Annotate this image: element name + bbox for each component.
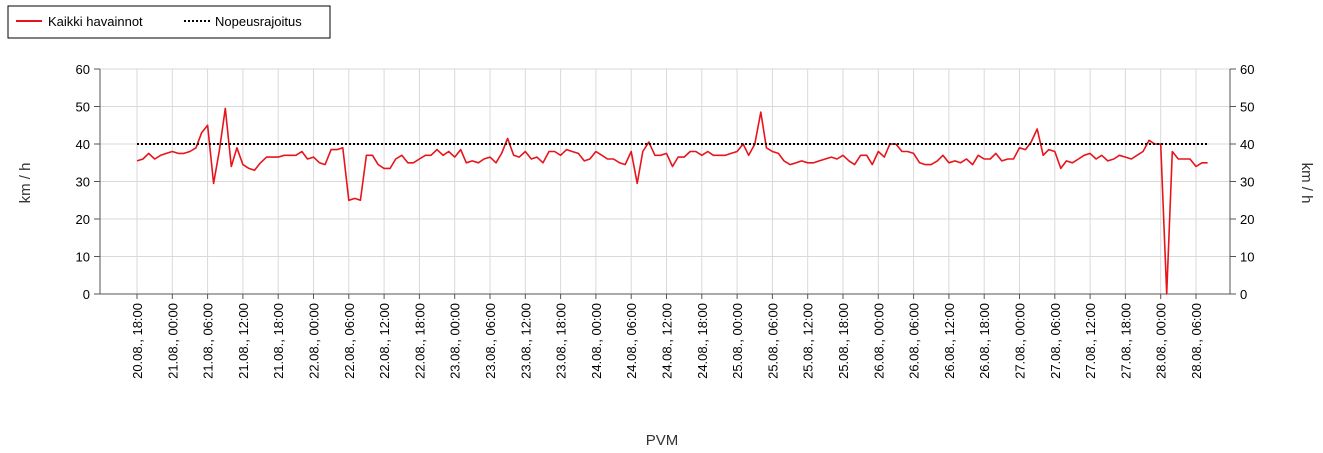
y-tick-label-right: 60 (1240, 62, 1254, 77)
x-tick-label: 26.08., 00:00 (871, 303, 886, 379)
x-tick-label: 23.08., 12:00 (518, 303, 533, 379)
x-tick-label: 22.08., 06:00 (342, 303, 357, 379)
y-tick-label-right: 0 (1240, 287, 1247, 302)
legend-box (7, 5, 331, 39)
x-tick-label: 24.08., 12:00 (660, 303, 675, 379)
x-tick-label: 27.08., 18:00 (1118, 303, 1133, 379)
x-tick-label: 26.08., 12:00 (942, 303, 957, 379)
series-line-all-observations (136, 107, 1208, 295)
gridlines (100, 68, 1230, 295)
x-tick-label: 22.08., 18:00 (412, 303, 427, 379)
y-tick-label-right: 50 (1240, 100, 1254, 115)
x-tick-label: 25.08., 18:00 (836, 303, 851, 379)
x-tick-label: 26.08., 18:00 (977, 303, 992, 379)
y-tick-label-left: 20 (76, 212, 90, 227)
x-tick-label: 28.08., 06:00 (1189, 303, 1204, 379)
x-tick-label: 26.08., 06:00 (907, 303, 922, 379)
axes (94, 68, 1236, 299)
x-tick-label: 23.08., 06:00 (483, 303, 498, 379)
y-tick-label-left: 0 (83, 287, 90, 302)
y-tick-labels: 0 0 10 10 20 20 30 30 40 40 50 50 60 60 (76, 62, 1255, 302)
x-tick-label: 27.08., 06:00 (1048, 303, 1063, 379)
y-axis-title-right: km / h (1298, 163, 1315, 204)
x-tick-label: 25.08., 12:00 (801, 303, 816, 379)
x-tick-label: 20.08., 18:00 (130, 303, 145, 379)
y-tick-label-right: 20 (1240, 212, 1254, 227)
y-tick-label-left: 60 (76, 62, 90, 77)
y-tick-label-right: 10 (1240, 250, 1254, 265)
y-tick-label-left: 10 (76, 250, 90, 265)
legend-label-all-observations: Kaikki havainnot (48, 14, 143, 29)
x-tick-label: 21.08., 06:00 (201, 303, 216, 379)
y-tick-label-left: 30 (76, 175, 90, 190)
x-tick-label: 23.08., 18:00 (554, 303, 569, 379)
x-tick-label: 24.08., 18:00 (695, 303, 710, 379)
x-tick-label: 23.08., 00:00 (448, 303, 463, 379)
y-axis-title-left: km / h (17, 163, 34, 204)
series (136, 107, 1208, 295)
x-tick-label: 24.08., 06:00 (624, 303, 639, 379)
x-tick-label: 27.08., 12:00 (1083, 303, 1098, 379)
x-tick-label: 28.08., 00:00 (1154, 303, 1169, 379)
x-axis-title: PVM (646, 432, 679, 449)
x-tick-label: 21.08., 00:00 (165, 303, 180, 379)
x-tick-label: 22.08., 12:00 (377, 303, 392, 379)
legend-label-speed-limit: Nopeusrajoitus (215, 14, 302, 29)
y-tick-label-right: 40 (1240, 137, 1254, 152)
legend: Kaikki havainnot Nopeusrajoitus (7, 5, 331, 39)
y-tick-label-left: 50 (76, 100, 90, 115)
x-tick-label: 22.08., 00:00 (307, 303, 322, 379)
y-tick-label-right: 30 (1240, 175, 1254, 190)
x-tick-label: 21.08., 12:00 (236, 303, 251, 379)
x-tick-label: 25.08., 00:00 (730, 303, 745, 379)
x-tick-label: 25.08., 06:00 (765, 303, 780, 379)
y-tick-label-left: 40 (76, 137, 90, 152)
x-tick-labels: 20.08., 18:00 21.08., 00:00 21.08., 06:00 2… (130, 303, 1204, 379)
x-tick-label: 27.08., 00:00 (1013, 303, 1028, 379)
x-tick-label: 24.08., 00:00 (589, 303, 604, 379)
x-tick-label: 21.08., 18:00 (271, 303, 286, 379)
